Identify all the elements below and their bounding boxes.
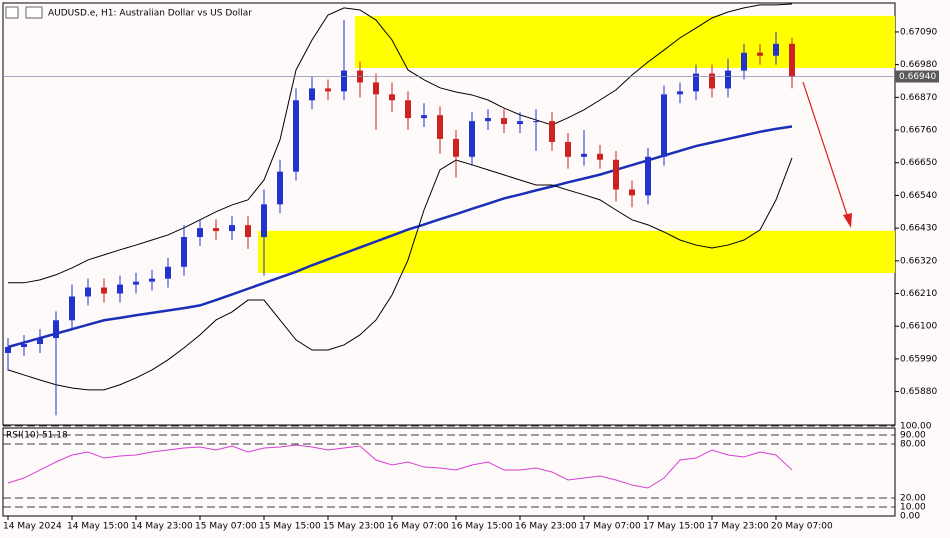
candle-body bbox=[405, 100, 411, 119]
candle-body bbox=[629, 189, 635, 196]
y-tick-label: 80.00 bbox=[900, 440, 926, 450]
y-tick-label: 20.00 bbox=[900, 494, 926, 504]
chart-title: AUDUSD.e, H1: Australian Dollar vs US Do… bbox=[48, 9, 252, 19]
candle-body bbox=[581, 153, 587, 157]
candle-body bbox=[709, 73, 715, 89]
candle-body bbox=[117, 284, 123, 294]
x-tick-label: 14 May 2024 bbox=[3, 522, 62, 532]
x-tick-label: 15 May 07:00 bbox=[195, 522, 257, 532]
candle-body bbox=[677, 91, 683, 95]
candle-body bbox=[229, 225, 235, 232]
rsi-title: RSI(10) 51.18 bbox=[6, 431, 68, 441]
y-tick-label: 0.66430 bbox=[900, 224, 937, 234]
x-tick-label: 15 May 15:00 bbox=[259, 522, 321, 532]
candle-body bbox=[549, 121, 555, 142]
y-tick-label: 0.00 bbox=[900, 512, 920, 522]
candle-body bbox=[341, 70, 347, 92]
zone bbox=[258, 230, 895, 274]
candle-body bbox=[293, 100, 299, 172]
candle-body bbox=[725, 70, 731, 89]
candle-body bbox=[501, 118, 507, 125]
candle-body bbox=[789, 43, 795, 77]
y-tick-label: 0.66980 bbox=[900, 60, 937, 70]
candle-body bbox=[37, 338, 43, 345]
candle-body bbox=[741, 52, 747, 71]
candle-body bbox=[517, 121, 523, 125]
candle-body bbox=[133, 281, 139, 285]
candle-body bbox=[85, 287, 91, 297]
y-tick-label: 100.00 bbox=[900, 422, 932, 432]
y-tick-label: 0.66100 bbox=[900, 322, 937, 332]
candle-body bbox=[757, 52, 763, 56]
x-tick-label: 17 May 23:00 bbox=[707, 522, 769, 532]
icon bbox=[5, 6, 19, 19]
candle-body bbox=[309, 88, 315, 101]
candle-body bbox=[325, 88, 331, 92]
y-tick-label: 0.66540 bbox=[900, 191, 937, 201]
candle-body bbox=[645, 156, 651, 196]
candle-body bbox=[421, 115, 427, 119]
candle-body bbox=[453, 138, 459, 157]
candle-body bbox=[197, 228, 203, 238]
y-tick-label: 90.00 bbox=[900, 431, 926, 441]
candle-body bbox=[277, 171, 283, 205]
indicator-line bbox=[8, 3, 793, 284]
x-tick-label: 16 May 07:00 bbox=[387, 522, 449, 532]
y-tick-label: 10.00 bbox=[900, 503, 926, 513]
candle-body bbox=[693, 73, 699, 92]
candle-body bbox=[21, 344, 27, 348]
y-tick-label: 0.66870 bbox=[900, 93, 937, 103]
y-tick-label: 0.66210 bbox=[900, 289, 937, 299]
x-tick-label: 14 May 23:00 bbox=[131, 522, 193, 532]
y-tick-label: 0.65880 bbox=[900, 387, 937, 397]
toolbar-icons bbox=[5, 6, 43, 19]
rsi-line bbox=[7, 444, 793, 489]
last-price-label: 0.66940 bbox=[899, 72, 936, 82]
candle-body bbox=[261, 204, 267, 238]
candle-body bbox=[101, 287, 107, 294]
forecast-arrow bbox=[802, 81, 849, 219]
candle-body bbox=[469, 121, 475, 157]
candle-body bbox=[389, 94, 395, 101]
y-tick-label: 0.67090 bbox=[900, 27, 937, 37]
arrow-head bbox=[843, 213, 852, 228]
x-tick-label: 20 May 07:00 bbox=[771, 522, 833, 532]
x-tick-label: 14 May 15:00 bbox=[67, 522, 129, 532]
candle-body bbox=[149, 278, 155, 282]
candle-body bbox=[485, 118, 491, 122]
candle-body bbox=[5, 347, 11, 353]
y-tick-label: 0.66760 bbox=[900, 126, 937, 136]
candle-body bbox=[165, 266, 171, 279]
candle-body bbox=[69, 296, 75, 321]
x-tick-label: 15 May 23:00 bbox=[323, 522, 385, 532]
last-price-box bbox=[895, 70, 939, 83]
candle-body bbox=[565, 141, 571, 157]
candle-body bbox=[53, 320, 59, 339]
indicator-line bbox=[7, 157, 793, 391]
candle-body bbox=[661, 94, 667, 157]
x-tick-label: 17 May 07:00 bbox=[579, 522, 641, 532]
icon bbox=[25, 6, 43, 19]
candle-body bbox=[533, 121, 539, 123]
y-tick-label: 0.66320 bbox=[900, 256, 937, 266]
candle-body bbox=[213, 228, 219, 232]
candle-body bbox=[373, 82, 379, 95]
x-tick-label: 17 May 15:00 bbox=[643, 522, 705, 532]
main-pane bbox=[2, 2, 896, 426]
zone bbox=[355, 15, 895, 68]
y-tick-label: 0.65990 bbox=[900, 354, 937, 364]
candle-body bbox=[437, 115, 443, 139]
candle-body bbox=[597, 153, 603, 160]
candle-body bbox=[613, 159, 619, 190]
candle-body bbox=[773, 43, 779, 56]
x-tick-label: 16 May 15:00 bbox=[451, 522, 513, 532]
candle-body bbox=[245, 225, 251, 238]
x-tick-label: 16 May 23:00 bbox=[515, 522, 577, 532]
candle-body bbox=[181, 237, 187, 267]
y-tick-label: 0.66650 bbox=[900, 158, 937, 168]
